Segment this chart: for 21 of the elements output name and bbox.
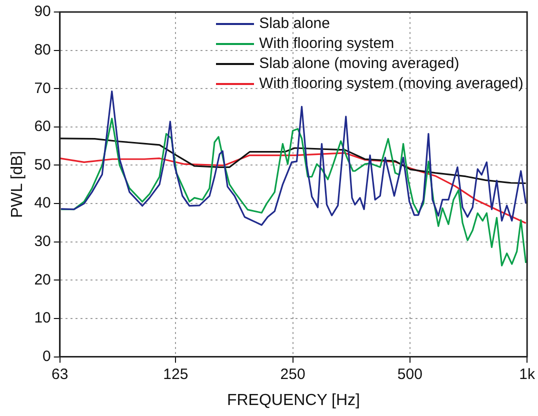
x-tick-label: 500 — [397, 366, 422, 383]
y-tick-label: 40 — [34, 194, 51, 212]
legend-label: Slab alone (moving averaged) — [259, 54, 460, 74]
y-tick-label: 30 — [34, 233, 51, 250]
legend-label: With flooring system (moving averaged) — [259, 74, 524, 94]
y-tick-label: 0 — [42, 348, 51, 365]
y-tick-label: 10 — [34, 310, 51, 327]
x-tick-label: 250 — [280, 366, 306, 383]
y-tick-label: 60 — [34, 118, 51, 136]
x-tick-label: 63 — [52, 366, 68, 383]
y-tick-label: 50 — [34, 156, 51, 174]
y-tick-label: 70 — [34, 80, 51, 97]
y-tick-label: 90 — [34, 3, 51, 20]
y-axis-title: PWL [dB] — [9, 150, 26, 218]
y-tick-label: 80 — [34, 41, 51, 58]
x-tick-label: 125 — [163, 366, 188, 383]
y-tick-label: 20 — [34, 271, 51, 288]
legend-label: Slab alone — [259, 14, 330, 34]
x-tick-label: 1k — [519, 366, 536, 383]
legend-label: With flooring system — [259, 34, 394, 54]
x-axis-title: FREQUENCY [Hz] — [226, 392, 360, 409]
